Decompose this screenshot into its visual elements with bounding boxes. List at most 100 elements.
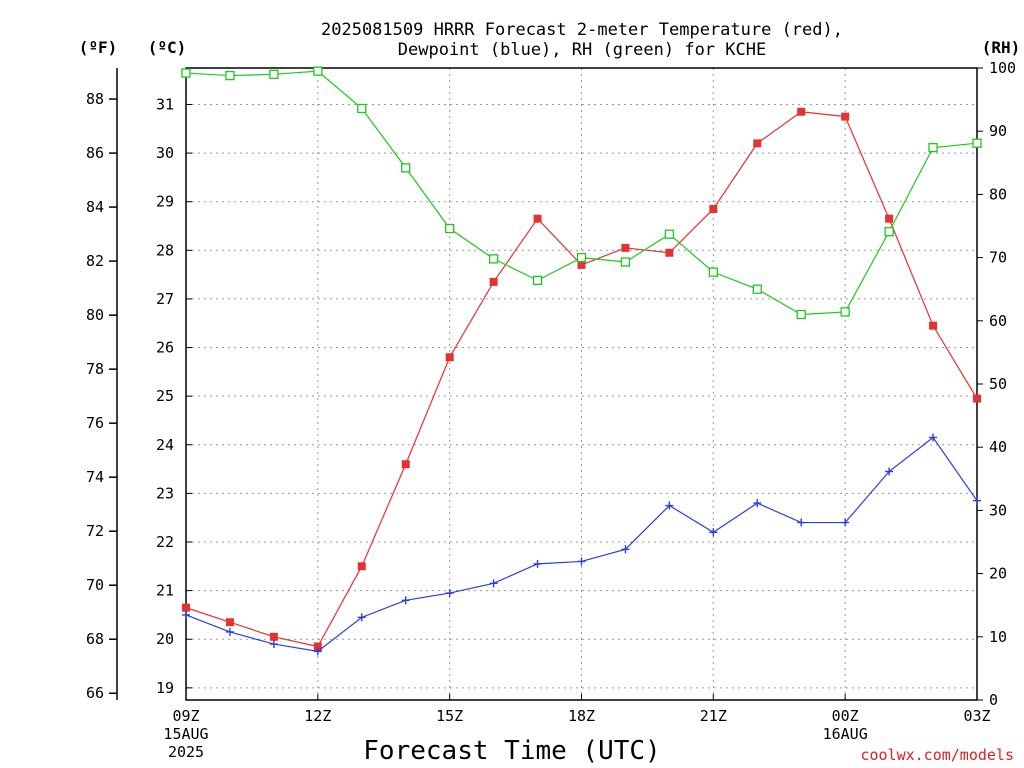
fahrenheit-tick-label: 76 [86, 414, 104, 432]
temperature-point [929, 321, 938, 330]
celsius-tick-label: 19 [156, 679, 174, 697]
fahrenheit-tick-label: 68 [86, 630, 104, 648]
chart-title-line1: 2025081509 HRRR Forecast 2-meter Tempera… [321, 20, 843, 40]
celsius-tick-label: 30 [156, 144, 174, 162]
series-layer [181, 66, 982, 656]
fahrenheit-unit-label: (ºF) [79, 38, 118, 57]
credit-text: coolwx.com/models [860, 746, 1014, 764]
time-tick-label: 03Z [963, 707, 990, 725]
time-tick-label: 18Z [568, 707, 595, 725]
date-tick-label: 16AUG [823, 725, 868, 743]
rh-tick-label: 50 [989, 375, 1007, 393]
temperature-point [577, 260, 586, 269]
fahrenheit-tick-label: 66 [86, 684, 104, 702]
date-tick-label: 15AUG [163, 725, 208, 743]
dewpoint-point [929, 433, 938, 442]
rh-tick-label: 100 [989, 59, 1016, 77]
rh-line [185, 70, 978, 316]
temperature-point [225, 618, 234, 627]
celsius-tick-label: 24 [156, 436, 174, 454]
rh-point [181, 68, 191, 78]
temperature-point [841, 112, 850, 121]
fahrenheit-tick-label: 70 [86, 576, 104, 594]
fahrenheit-tick-label: 80 [86, 306, 104, 324]
time-tick-label: 15Z [436, 707, 463, 725]
dewpoint-series [182, 433, 981, 656]
rh-point [884, 227, 894, 237]
fahrenheit-tick-label: 86 [86, 144, 104, 162]
dewpoint-line [185, 436, 978, 653]
celsius-tick-label: 27 [156, 290, 174, 308]
rh-point [401, 163, 411, 173]
rh-point [313, 66, 323, 76]
celsius-tick-label: 22 [156, 533, 174, 551]
fahrenheit-tick-label: 74 [86, 468, 104, 486]
rh-tick-label: 60 [989, 312, 1007, 330]
fahrenheit-tick-label: 72 [86, 522, 104, 540]
celsius-unit-label: (ºC) [148, 38, 187, 57]
fahrenheit-tick-label: 82 [86, 252, 104, 270]
celsius-tick-label: 25 [156, 387, 174, 405]
temperature-point [973, 394, 981, 403]
rh-tick-label: 80 [989, 185, 1007, 203]
dewpoint-point [445, 589, 454, 598]
rh-axis: 0 10 20 30 40 50 60 70 80 90 100 [977, 59, 1016, 709]
dewpoint-point [225, 627, 234, 636]
axes [116, 67, 978, 701]
dewpoint-point [357, 613, 366, 622]
dewpoint-point [401, 596, 410, 605]
temperature-point [621, 243, 630, 252]
temperature-point [269, 632, 278, 641]
rh-point [269, 69, 279, 79]
dewpoint-point [885, 467, 894, 476]
celsius-tick-label: 28 [156, 241, 174, 259]
rh-point [357, 103, 367, 114]
celsius-axis: 19 20 21 22 23 24 25 26 27 28 29 30 31 [156, 95, 192, 697]
celsius-tick-label: 29 [156, 193, 174, 211]
rh-point [840, 307, 850, 317]
grid [186, 68, 977, 700]
temperature-point [709, 204, 718, 213]
fahrenheit-axis: 66 68 70 72 74 76 78 80 82 84 86 88 [86, 90, 117, 702]
fahrenheit-tick-label: 84 [86, 198, 104, 216]
rh-point [576, 252, 587, 263]
fahrenheit-tick-label: 78 [86, 360, 104, 378]
rh-tick-label: 70 [989, 249, 1007, 267]
year-tick-label: 2025 [168, 743, 204, 761]
rh-tick-label: 90 [989, 122, 1007, 140]
temperature-point [401, 460, 410, 469]
dewpoint-point [182, 610, 190, 619]
temperature-series [182, 107, 981, 651]
rh-point [708, 267, 718, 277]
rh-tick-label: 10 [989, 628, 1007, 646]
dewpoint-point [797, 518, 806, 527]
dewpoint-point [973, 496, 981, 505]
x-axis-label: Forecast Time (UTC) [363, 736, 660, 766]
celsius-tick-label: 21 [156, 582, 174, 600]
celsius-tick-label: 26 [156, 339, 174, 357]
temperature-point [445, 353, 454, 362]
dewpoint-point [489, 579, 498, 588]
rh-tick-label: 30 [989, 501, 1007, 519]
dewpoint-point [665, 501, 674, 510]
rh-tick-label: 40 [989, 438, 1007, 456]
rh-point [225, 70, 235, 81]
dewpoint-point [621, 545, 630, 554]
rh-point [664, 229, 675, 239]
dewpoint-point [533, 559, 542, 568]
rh-point [972, 138, 982, 148]
temperature-point [797, 107, 806, 116]
dewpoint-point [577, 557, 586, 566]
rh-point [532, 275, 543, 286]
temperature-point [885, 214, 894, 223]
rh-point [752, 284, 762, 294]
time-tick-label: 12Z [304, 707, 331, 725]
rh-tick-label: 20 [989, 565, 1007, 583]
temperature-point [753, 139, 762, 148]
rh-point [488, 254, 499, 264]
rh-tick-label: 0 [989, 691, 998, 709]
dewpoint-point [709, 528, 718, 537]
temperature-point [313, 642, 322, 651]
celsius-tick-label: 23 [156, 484, 174, 502]
